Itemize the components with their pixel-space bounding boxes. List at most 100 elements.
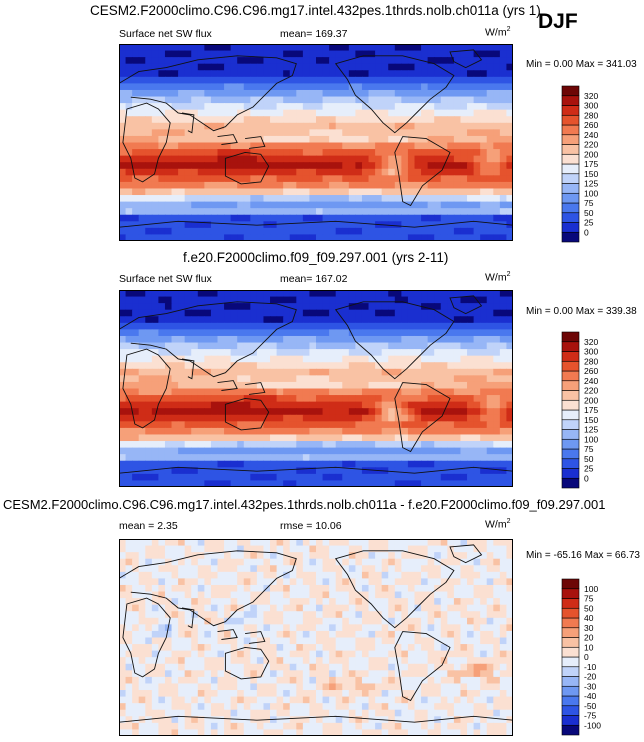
map-cell xyxy=(151,558,159,566)
map-cell xyxy=(151,227,159,236)
map-cell xyxy=(316,578,324,586)
map-cell xyxy=(447,355,455,363)
map-cell xyxy=(394,362,402,370)
map-cell xyxy=(473,454,481,462)
map-cell xyxy=(316,329,324,337)
map-cell xyxy=(414,135,422,144)
map-cell xyxy=(184,434,192,442)
map-cell xyxy=(375,70,383,78)
map-cell xyxy=(322,414,330,422)
map-cell xyxy=(145,76,153,84)
map-cell xyxy=(316,142,324,150)
map-cell xyxy=(119,162,127,170)
map-cell xyxy=(480,316,488,324)
map-cell xyxy=(375,650,383,658)
map-cell xyxy=(243,441,251,449)
map-cell xyxy=(440,70,448,78)
map-cell xyxy=(132,480,140,487)
map-cell xyxy=(217,221,225,229)
map-cell xyxy=(375,83,383,91)
map-cell xyxy=(480,381,488,390)
map-cell xyxy=(368,598,376,606)
map-cell xyxy=(224,395,232,403)
map-cell xyxy=(237,349,245,357)
map-cell xyxy=(335,96,343,104)
map-cell xyxy=(375,162,383,170)
map-cell xyxy=(467,598,475,606)
map-cell xyxy=(493,155,501,163)
map-cell xyxy=(506,368,513,376)
map-cell xyxy=(164,162,173,170)
map-cell xyxy=(204,175,212,183)
map-cell xyxy=(289,162,297,170)
map-cell xyxy=(348,227,356,236)
map-cell xyxy=(355,591,363,599)
map-cell xyxy=(421,558,429,566)
map-cell xyxy=(355,57,363,65)
map-cell xyxy=(499,63,508,71)
map-cell xyxy=(263,421,271,429)
map-cell xyxy=(486,545,494,553)
map-cell xyxy=(164,349,173,357)
map-cell xyxy=(138,70,146,78)
map-cell xyxy=(217,630,225,639)
map-cell xyxy=(375,129,383,137)
map-cell xyxy=(263,355,271,363)
map-cell xyxy=(217,227,225,236)
map-cell xyxy=(178,375,186,383)
map-cell xyxy=(361,388,370,396)
map-cell xyxy=(230,96,238,104)
map-cell xyxy=(467,395,475,403)
map-cell xyxy=(217,303,225,311)
map-cell xyxy=(158,135,166,144)
map-cell xyxy=(270,624,278,632)
map-cell xyxy=(217,663,225,671)
map-cell xyxy=(302,142,311,150)
map-cell xyxy=(191,368,199,376)
map-cell xyxy=(164,670,173,678)
map-cell xyxy=(296,571,304,579)
map-cell xyxy=(296,617,304,625)
map-cell xyxy=(335,290,343,298)
map-cell xyxy=(237,116,245,124)
map-cell xyxy=(480,421,488,429)
map-cell xyxy=(499,201,508,209)
map-cell xyxy=(151,545,159,553)
map-cell xyxy=(210,368,219,376)
map-cell xyxy=(407,83,416,91)
map-cell xyxy=(447,96,455,104)
map-cell xyxy=(191,76,199,84)
map-cell xyxy=(276,454,284,462)
map-cell xyxy=(132,663,140,671)
map-cell xyxy=(414,342,422,350)
map-cell xyxy=(361,375,370,383)
map-cell xyxy=(467,208,475,216)
map-cell xyxy=(283,188,291,196)
map-cell xyxy=(440,565,448,573)
map-cell xyxy=(164,227,173,236)
map-cell xyxy=(125,109,133,117)
map-cell xyxy=(296,650,304,658)
map-cell xyxy=(421,188,429,196)
map-cell xyxy=(270,195,278,203)
map-cell xyxy=(119,447,127,455)
map-cell xyxy=(184,441,192,449)
map-cell xyxy=(125,122,133,130)
map-cell xyxy=(158,342,166,350)
map-cell xyxy=(243,604,251,612)
map-cell xyxy=(237,381,245,390)
map-cell xyxy=(322,630,330,639)
map-cell xyxy=(184,539,192,547)
map-cell xyxy=(329,195,337,203)
map-cell xyxy=(355,89,363,98)
map-cell xyxy=(191,227,199,236)
map-cell xyxy=(296,89,304,98)
map-cell xyxy=(171,129,179,137)
map-cell xyxy=(204,96,212,104)
map-cell xyxy=(178,221,186,229)
map-cell xyxy=(361,571,370,579)
map-cell xyxy=(270,63,278,71)
map-cell xyxy=(178,454,186,462)
map-cell xyxy=(355,342,363,350)
map-cell xyxy=(401,650,409,658)
